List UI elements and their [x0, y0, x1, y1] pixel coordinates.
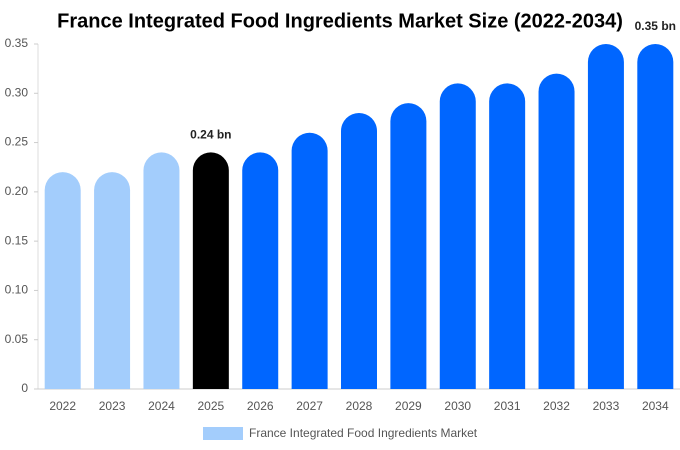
- bar: [538, 73, 575, 389]
- y-tick-label: 0.25: [5, 135, 29, 149]
- y-tick-label: 0.20: [5, 184, 29, 198]
- x-tick-label: 2028: [346, 399, 373, 413]
- y-tick-label: 0.10: [5, 283, 29, 297]
- x-tick-label: 2034: [642, 399, 669, 413]
- x-tick-label: 2023: [99, 399, 126, 413]
- legend-label: France Integrated Food Ingredients Marke…: [249, 426, 478, 440]
- bar: [143, 152, 180, 389]
- x-tick-label: 2032: [543, 399, 570, 413]
- y-tick-label: 0.35: [5, 36, 29, 50]
- legend-swatch: [203, 427, 243, 440]
- y-tick-label: 0.15: [5, 233, 29, 247]
- x-tick-label: 2033: [593, 399, 620, 413]
- value-label: 0.24 bn: [190, 128, 231, 142]
- bar: [94, 172, 131, 389]
- x-tick-label: 2024: [148, 399, 175, 413]
- bar: [489, 83, 526, 389]
- x-tick-label: 2022: [49, 399, 76, 413]
- bar: [390, 103, 427, 390]
- y-tick-label: 0.05: [5, 332, 29, 346]
- y-tick-label: 0: [21, 381, 28, 395]
- value-label: 0.35 bn: [635, 19, 676, 33]
- x-tick-label: 2026: [247, 399, 274, 413]
- bar: [587, 44, 624, 389]
- bar: [291, 132, 328, 389]
- x-tick-label: 2029: [395, 399, 422, 413]
- x-tick-label: 2025: [197, 399, 224, 413]
- x-tick-label: 2027: [296, 399, 323, 413]
- x-tick-label: 2031: [494, 399, 521, 413]
- bar: [439, 83, 476, 389]
- bar: [192, 152, 229, 389]
- bar: [242, 152, 279, 389]
- bar: [341, 113, 377, 389]
- bar: [637, 44, 674, 389]
- x-tick-label: 2030: [444, 399, 471, 413]
- bar: [44, 172, 81, 389]
- y-tick-label: 0.30: [5, 85, 29, 99]
- chart-title: France Integrated Food Ingredients Marke…: [57, 10, 623, 32]
